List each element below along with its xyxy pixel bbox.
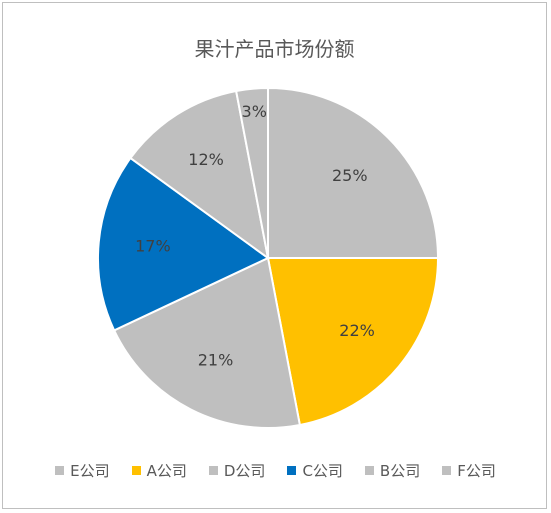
pie-slice <box>267 86 440 259</box>
slice-data-label: 17% <box>135 237 171 256</box>
slice-data-label: 25% <box>332 166 368 185</box>
legend-item: C公司 <box>287 460 343 481</box>
chart-legend: E公司 A公司 D公司 C公司 B公司 F公司 <box>0 460 551 481</box>
legend-label: B公司 <box>379 462 421 480</box>
legend-item: A公司 <box>131 460 187 481</box>
legend-item: B公司 <box>364 460 421 481</box>
legend-label: D公司 <box>223 462 266 480</box>
pie-slice <box>234 86 269 259</box>
pie-slice <box>129 89 270 261</box>
legend-swatch <box>364 466 374 475</box>
pie-slice <box>97 156 270 332</box>
legend-label: E公司 <box>70 462 110 480</box>
legend-item: E公司 <box>55 460 110 481</box>
pie-slice <box>266 257 440 427</box>
legend-swatch <box>287 466 297 475</box>
legend-label: C公司 <box>302 462 343 480</box>
slice-data-label: 21% <box>198 351 234 370</box>
slice-data-label: 3% <box>242 102 267 121</box>
slice-data-label: 22% <box>339 321 375 340</box>
chart-title: 果汁产品市场份额 <box>194 37 355 61</box>
legend-label: F公司 <box>457 462 496 480</box>
slice-data-label: 12% <box>188 150 224 169</box>
legend-swatch <box>208 466 218 475</box>
legend-swatch <box>442 466 452 475</box>
pie-slice <box>112 256 302 429</box>
legend-label: A公司 <box>146 462 187 480</box>
legend-item: F公司 <box>442 460 496 481</box>
legend-swatch <box>131 466 141 475</box>
legend-swatch <box>55 466 65 475</box>
legend-item: D公司 <box>208 460 266 481</box>
